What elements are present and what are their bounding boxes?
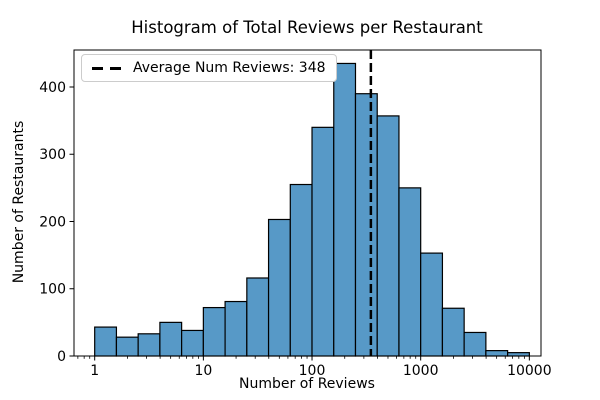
x-tick-label: 10000	[507, 363, 552, 379]
x-tick-label: 100	[299, 363, 326, 379]
histogram-bar	[137, 333, 161, 357]
histogram-bar	[224, 300, 248, 357]
chart-title: Histogram of Total Reviews per Restauran…	[131, 18, 483, 37]
histogram-bar	[94, 326, 118, 357]
histogram-bar	[354, 93, 378, 357]
histogram-bar	[202, 306, 226, 357]
y-tick-label: 300	[39, 147, 66, 163]
x-axis-label: Number of Reviews	[239, 376, 375, 392]
histogram-bar	[115, 336, 139, 357]
histogram-bar	[333, 62, 357, 357]
plot-border	[73, 49, 542, 357]
legend-label: Average Num Reviews: 348	[133, 60, 326, 76]
x-tick-label: 1	[90, 363, 99, 379]
histogram-bar	[485, 350, 509, 357]
histogram-bar	[159, 321, 183, 357]
y-tick-label: 400	[39, 80, 66, 96]
x-tick-label: 10	[194, 363, 212, 379]
histogram-bar	[420, 252, 444, 357]
histogram-bar	[376, 115, 400, 357]
histogram-bar	[398, 187, 422, 357]
y-tick-label: 200	[39, 214, 66, 230]
y-axis-label: Number of Restaurants	[11, 120, 27, 284]
x-tick-label: 1000	[403, 363, 439, 379]
legend: Average Num Reviews: 348	[81, 54, 337, 82]
histogram-bar	[267, 218, 291, 357]
histogram-bar	[441, 307, 465, 357]
y-tick-label: 0	[57, 349, 66, 365]
histogram-bar	[463, 331, 487, 357]
histogram-bar	[289, 183, 313, 357]
dashed-line-icon	[92, 66, 123, 70]
histogram-bar	[246, 277, 270, 357]
y-tick-label: 100	[39, 282, 66, 298]
histogram-bar	[181, 329, 204, 357]
histogram-bar	[507, 352, 530, 357]
histogram-bar	[311, 126, 335, 357]
